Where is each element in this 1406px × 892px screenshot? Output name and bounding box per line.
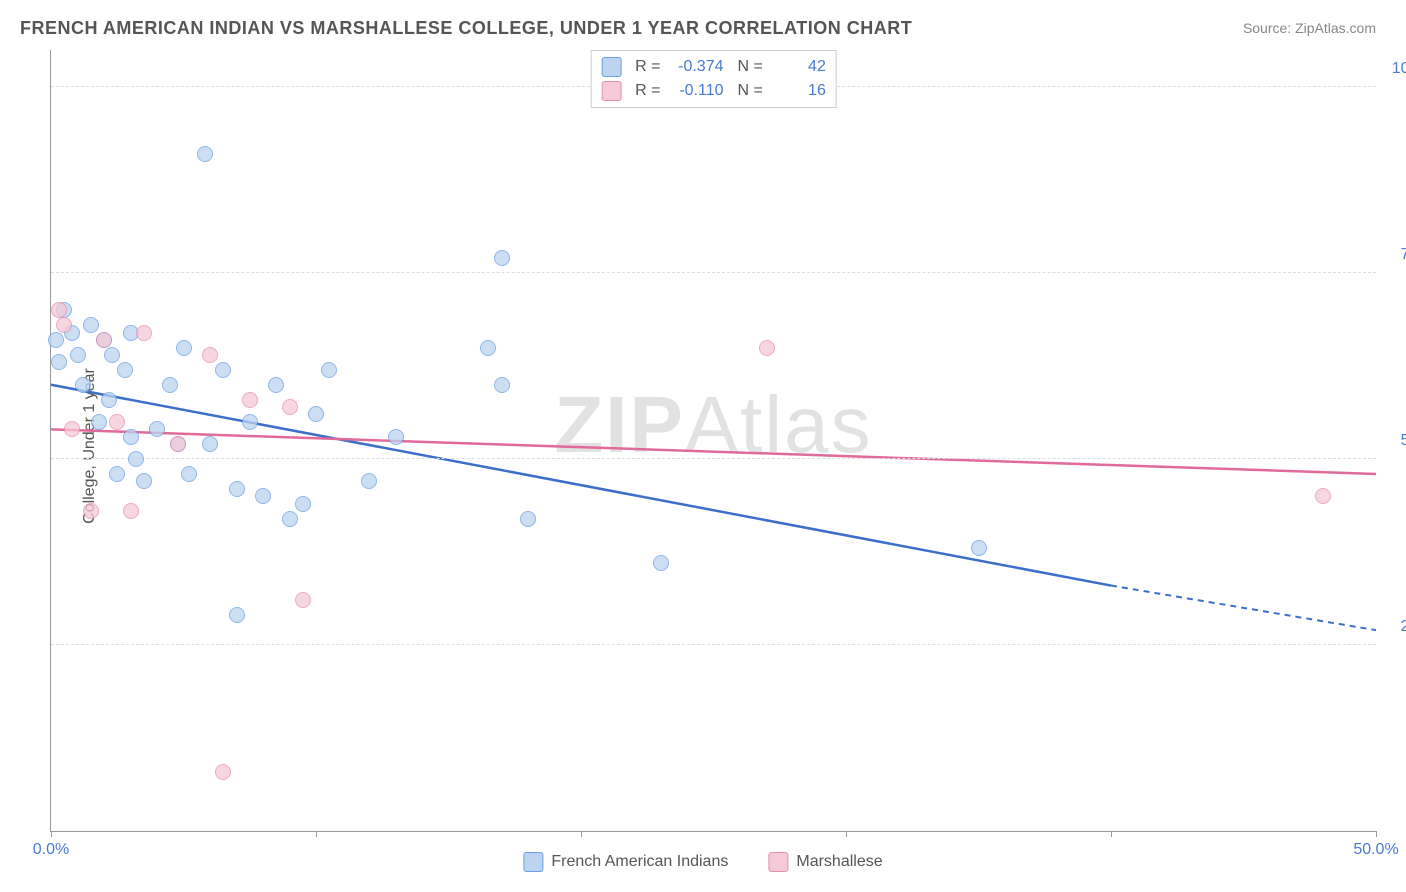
data-point-series-1 <box>282 399 298 415</box>
legend-row-series-1: R = -0.110 N = 16 <box>601 79 826 103</box>
data-point-series-0 <box>123 429 139 445</box>
source-link[interactable]: ZipAtlas.com <box>1295 20 1376 36</box>
data-point-series-0 <box>361 473 377 489</box>
data-point-series-0 <box>268 377 284 393</box>
source-prefix: Source: <box>1243 20 1295 36</box>
data-point-series-1 <box>759 340 775 356</box>
data-point-series-0 <box>91 414 107 430</box>
gridline-h <box>51 644 1376 645</box>
data-point-series-0 <box>70 347 86 363</box>
data-point-series-1 <box>123 503 139 519</box>
swatch-series-0 <box>601 57 621 77</box>
data-point-series-1 <box>1315 488 1331 504</box>
r-label: R = <box>635 58 660 76</box>
x-tick-mark <box>51 831 52 837</box>
data-point-series-0 <box>229 481 245 497</box>
correlation-legend: R = -0.374 N = 42 R = -0.110 N = 16 <box>590 50 837 108</box>
trend-lines-svg <box>51 50 1376 831</box>
data-point-series-0 <box>75 377 91 393</box>
data-point-series-0 <box>181 466 197 482</box>
r-value-0: -0.374 <box>669 58 724 76</box>
data-point-series-1 <box>215 764 231 780</box>
trend-line-dash-0 <box>1111 586 1376 631</box>
data-point-series-1 <box>64 421 80 437</box>
data-point-series-0 <box>128 451 144 467</box>
data-point-series-1 <box>170 436 186 452</box>
data-point-series-0 <box>494 250 510 266</box>
gridline-h <box>51 272 1376 273</box>
chart-container: FRENCH AMERICAN INDIAN VS MARSHALLESE CO… <box>0 0 1406 892</box>
data-point-series-1 <box>51 302 67 318</box>
y-tick-label: 50.0% <box>1386 432 1406 450</box>
x-tick-mark <box>1376 831 1377 837</box>
legend-row-series-0: R = -0.374 N = 42 <box>601 55 826 79</box>
data-point-series-0 <box>197 146 213 162</box>
x-tick-label: 50.0% <box>1353 841 1398 859</box>
data-point-series-0 <box>51 354 67 370</box>
legend-item-1: Marshallese <box>768 852 882 872</box>
x-tick-label: 0.0% <box>33 841 69 859</box>
data-point-series-0 <box>101 392 117 408</box>
r-value-1: -0.110 <box>669 82 724 100</box>
data-point-series-0 <box>202 436 218 452</box>
data-point-series-0 <box>388 429 404 445</box>
data-point-series-1 <box>109 414 125 430</box>
data-point-series-0 <box>83 317 99 333</box>
data-point-series-0 <box>653 555 669 571</box>
y-tick-label: 75.0% <box>1386 246 1406 264</box>
data-point-series-1 <box>83 503 99 519</box>
data-point-series-0 <box>242 414 258 430</box>
y-tick-label: 25.0% <box>1386 618 1406 636</box>
n-value-0: 42 <box>771 58 826 76</box>
data-point-series-0 <box>162 377 178 393</box>
data-point-series-0 <box>109 466 125 482</box>
data-point-series-0 <box>104 347 120 363</box>
data-point-series-1 <box>96 332 112 348</box>
x-tick-mark <box>316 831 317 837</box>
data-point-series-0 <box>282 511 298 527</box>
data-point-series-0 <box>117 362 133 378</box>
data-point-series-0 <box>520 511 536 527</box>
legend-label-1: Marshallese <box>796 853 882 871</box>
data-point-series-1 <box>136 325 152 341</box>
data-point-series-0 <box>215 362 231 378</box>
series-legend: French American Indians Marshallese <box>523 852 882 872</box>
data-point-series-0 <box>295 496 311 512</box>
source-attribution: Source: ZipAtlas.com <box>1243 20 1376 36</box>
plot-area: ZIPAtlas R = -0.374 N = 42 R = -0.110 N … <box>50 50 1376 832</box>
trend-line-1 <box>51 429 1376 474</box>
data-point-series-0 <box>149 421 165 437</box>
x-tick-mark <box>581 831 582 837</box>
legend-label-0: French American Indians <box>551 853 728 871</box>
data-point-series-0 <box>971 540 987 556</box>
data-point-series-1 <box>56 317 72 333</box>
data-point-series-1 <box>202 347 218 363</box>
data-point-series-0 <box>229 607 245 623</box>
data-point-series-0 <box>136 473 152 489</box>
swatch-series-1 <box>601 81 621 101</box>
n-value-1: 16 <box>771 82 826 100</box>
data-point-series-0 <box>255 488 271 504</box>
data-point-series-0 <box>480 340 496 356</box>
swatch-icon <box>768 852 788 872</box>
swatch-icon <box>523 852 543 872</box>
data-point-series-0 <box>48 332 64 348</box>
data-point-series-1 <box>295 592 311 608</box>
gridline-h <box>51 458 1376 459</box>
data-point-series-0 <box>308 406 324 422</box>
n-label: N = <box>738 82 763 100</box>
x-tick-mark <box>846 831 847 837</box>
n-label: N = <box>738 58 763 76</box>
legend-item-0: French American Indians <box>523 852 728 872</box>
data-point-series-1 <box>242 392 258 408</box>
x-tick-mark <box>1111 831 1112 837</box>
r-label: R = <box>635 82 660 100</box>
data-point-series-0 <box>321 362 337 378</box>
y-tick-label: 100.0% <box>1386 60 1406 78</box>
data-point-series-0 <box>176 340 192 356</box>
trend-line-0 <box>51 385 1111 586</box>
data-point-series-0 <box>494 377 510 393</box>
chart-title: FRENCH AMERICAN INDIAN VS MARSHALLESE CO… <box>20 18 912 39</box>
